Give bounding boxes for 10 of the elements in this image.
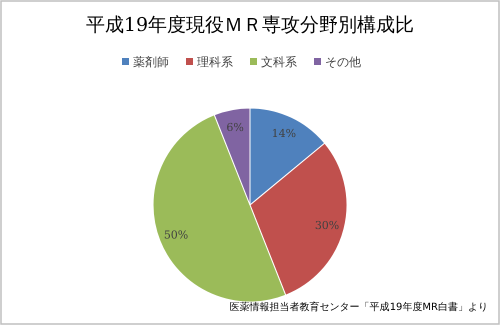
legend-label: 理科系 [197,55,233,69]
legend-label: 薬剤師 [133,55,169,69]
text: 医薬情報担当者教育センター「平成19年度MR白書」より [230,301,488,313]
chart-title: 平成19年度現役ＭＲ専攻分野別構成比 [86,14,414,36]
legend-label: その他 [325,55,361,69]
data-label: 6% [226,120,244,134]
data-label: 50% [164,228,188,242]
data-label: 30% [314,218,340,232]
data-label: 14% [272,127,296,140]
legend-label: 文科系 [261,55,297,69]
